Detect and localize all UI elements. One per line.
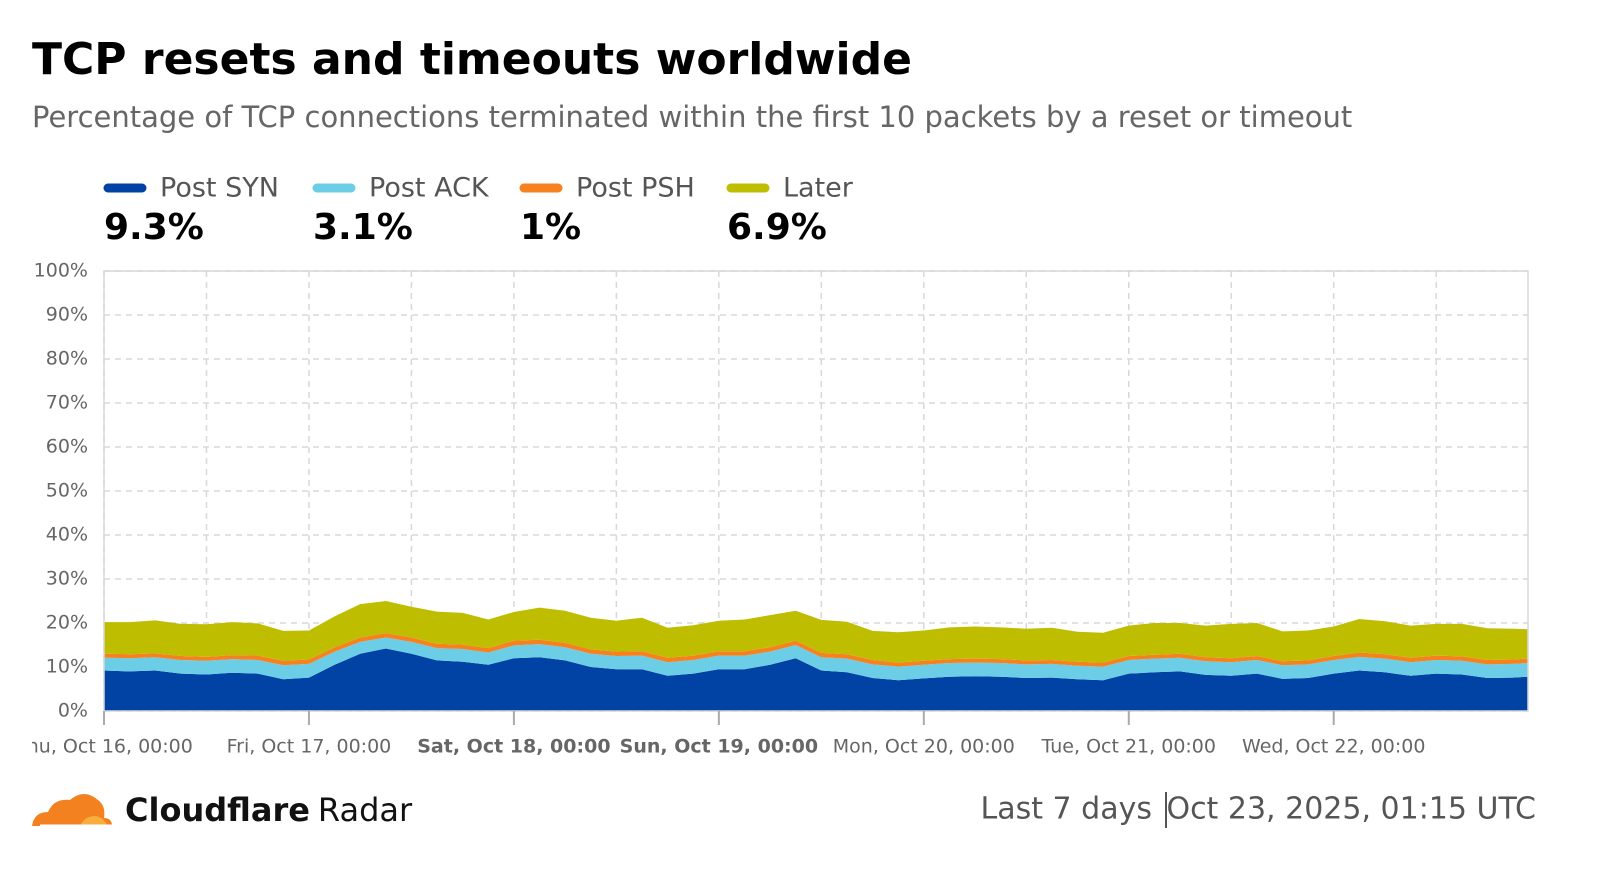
x-tick-label: Sun, Oct 19, 00:00 (620, 736, 818, 758)
legend-value: 9.3% (104, 207, 204, 248)
plot-frame (103, 270, 1529, 712)
legend-label: Post ACK (369, 173, 490, 204)
area (104, 648, 1528, 711)
y-tick-label: 60% (46, 436, 88, 458)
area (104, 637, 1528, 681)
y-tick-label: 40% (46, 524, 88, 546)
y-tick-label: 50% (46, 480, 88, 502)
x-tick-label: Fri, Oct 17, 00:00 (227, 736, 392, 758)
date-range: Last 7 days (981, 792, 1152, 827)
y-tick-label: 80% (46, 348, 88, 370)
chart-subtitle: Percentage of TCP connections terminated… (32, 100, 1352, 134)
area (104, 601, 1528, 663)
x-tick-label: Wed, Oct 22, 00:00 (1242, 736, 1425, 758)
timestamp: Oct 23, 2025, 01:15 UTC (1166, 792, 1536, 827)
legend-value: 6.9% (727, 207, 827, 248)
y-tick-label: 20% (46, 612, 88, 634)
x-tick-label: Sat, Oct 18, 00:00 (417, 736, 610, 758)
chart-title: TCP resets and timeouts worldwide (32, 34, 912, 85)
y-tick-label: 100% (34, 260, 88, 282)
legend-value: 3.1% (313, 207, 413, 248)
x-tick-label: Tue, Oct 21, 00:00 (1041, 736, 1216, 758)
y-tick-label: 90% (46, 304, 88, 326)
legend-value: 1% (520, 207, 581, 248)
brand: Cloudflare (125, 791, 310, 829)
legend-label: Post SYN (160, 173, 279, 204)
cloudflare-logo (32, 794, 112, 828)
legend-label: Post PSH (576, 173, 695, 204)
y-tick-label: 70% (46, 392, 88, 414)
x-tick-label: Mon, Oct 20, 00:00 (833, 736, 1015, 758)
x-tick-label: Thu, Oct 16, 00:00 (14, 736, 193, 758)
y-tick-label: 30% (46, 568, 88, 590)
y-tick-label: 0% (58, 700, 88, 722)
y-tick-label: 10% (46, 656, 88, 678)
legend-label: Later (783, 173, 854, 204)
product: Radar (318, 791, 413, 829)
